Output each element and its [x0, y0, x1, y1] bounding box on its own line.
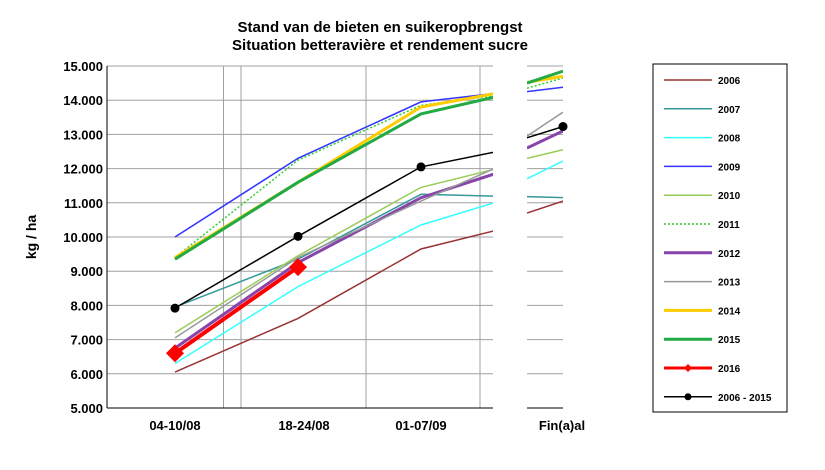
final-line-2006-2015 [527, 125, 563, 139]
y-tick-label: 7.000 [70, 333, 103, 348]
plot-area-main [106, 65, 493, 409]
series-line-2014 [174, 92, 493, 259]
final-line-2015 [527, 69, 563, 85]
y-tick-label: 6.000 [70, 367, 103, 382]
final-line-2007 [527, 195, 563, 199]
legend-label: 2016 [718, 364, 741, 375]
x-tick-label: 18-24/08 [278, 418, 329, 433]
series-line-2016 [173, 265, 300, 355]
legend-marker [684, 364, 692, 372]
y-tick-label: 10.000 [63, 230, 103, 245]
legend-box [652, 63, 788, 413]
point-marker-2016 [289, 258, 307, 277]
x-tick-label: Fin(a)al [539, 418, 585, 433]
legend-label: 2015 [718, 335, 741, 346]
legend-label: 2009 [718, 162, 741, 173]
x-axis-ticks: 04-10/08 18-24/08 01-07/09 Fin(a)al [149, 418, 585, 433]
y-tick-label: 5.000 [70, 401, 103, 416]
legend-label: 2010 [718, 191, 741, 202]
point-marker-avg [293, 231, 303, 241]
legend-label: 2014 [718, 306, 741, 317]
legend-label: 2013 [718, 278, 741, 289]
chart-title: Stand van de bieten en suikeropbrengst [237, 19, 522, 36]
series-line-2011 [174, 95, 493, 259]
point-marker-avg-final [558, 122, 568, 132]
y-tick-label: 8.000 [70, 298, 103, 313]
y-axis-label: kg / ha [23, 215, 39, 260]
series-line-2010 [174, 168, 493, 334]
legend-marker [684, 393, 692, 401]
legend-label: 2007 [718, 105, 741, 116]
series-line-2012 [174, 172, 493, 350]
series-line-2013 [174, 168, 493, 339]
series-line-2009 [174, 92, 493, 238]
y-tick-label: 12.000 [63, 162, 103, 177]
legend: 2006 2007 2008 2009 2010 2011 2012 2013 2014 2015… [652, 63, 788, 413]
y-tick-label: 9.000 [70, 264, 103, 279]
final-line-2013 [527, 111, 563, 137]
series-line-2008 [174, 202, 493, 365]
point-marker-2016 [166, 344, 184, 363]
legend-label: 2011 [718, 220, 740, 231]
y-axis-ticks: 5.000 6.000 7.000 8.000 9.000 10.000 11.000 12.… [63, 59, 103, 416]
legend-label: 2006 [718, 76, 741, 87]
series-line-2006-2015 [174, 151, 493, 309]
x-tick-label: 01-07/09 [395, 418, 446, 433]
legend-label: 2012 [718, 249, 741, 260]
y-tick-label: 13.000 [63, 127, 103, 142]
point-marker-avg [170, 303, 180, 313]
final-line-2009 [527, 86, 563, 93]
legend-label: 2006 - 2015 [718, 393, 772, 404]
final-line-2008 [527, 160, 563, 180]
y-tick-label: 14.000 [63, 93, 103, 108]
x-tick-label: 04-10/08 [149, 418, 200, 433]
final-line-2012 [527, 129, 563, 150]
series-line-2006 [174, 230, 493, 373]
series-line-2007 [174, 193, 493, 308]
y-tick-label: 15.000 [63, 59, 103, 74]
chart-subtitle: Situation betteravière et rendement sucr… [232, 37, 528, 54]
final-line-2006 [527, 200, 563, 214]
series-line-2015 [174, 95, 493, 261]
legend-label: 2008 [718, 134, 741, 145]
final-line-2010 [527, 149, 563, 160]
point-marker-avg [416, 162, 426, 172]
y-tick-label: 11.000 [64, 196, 103, 211]
plot-area-final [527, 65, 568, 409]
